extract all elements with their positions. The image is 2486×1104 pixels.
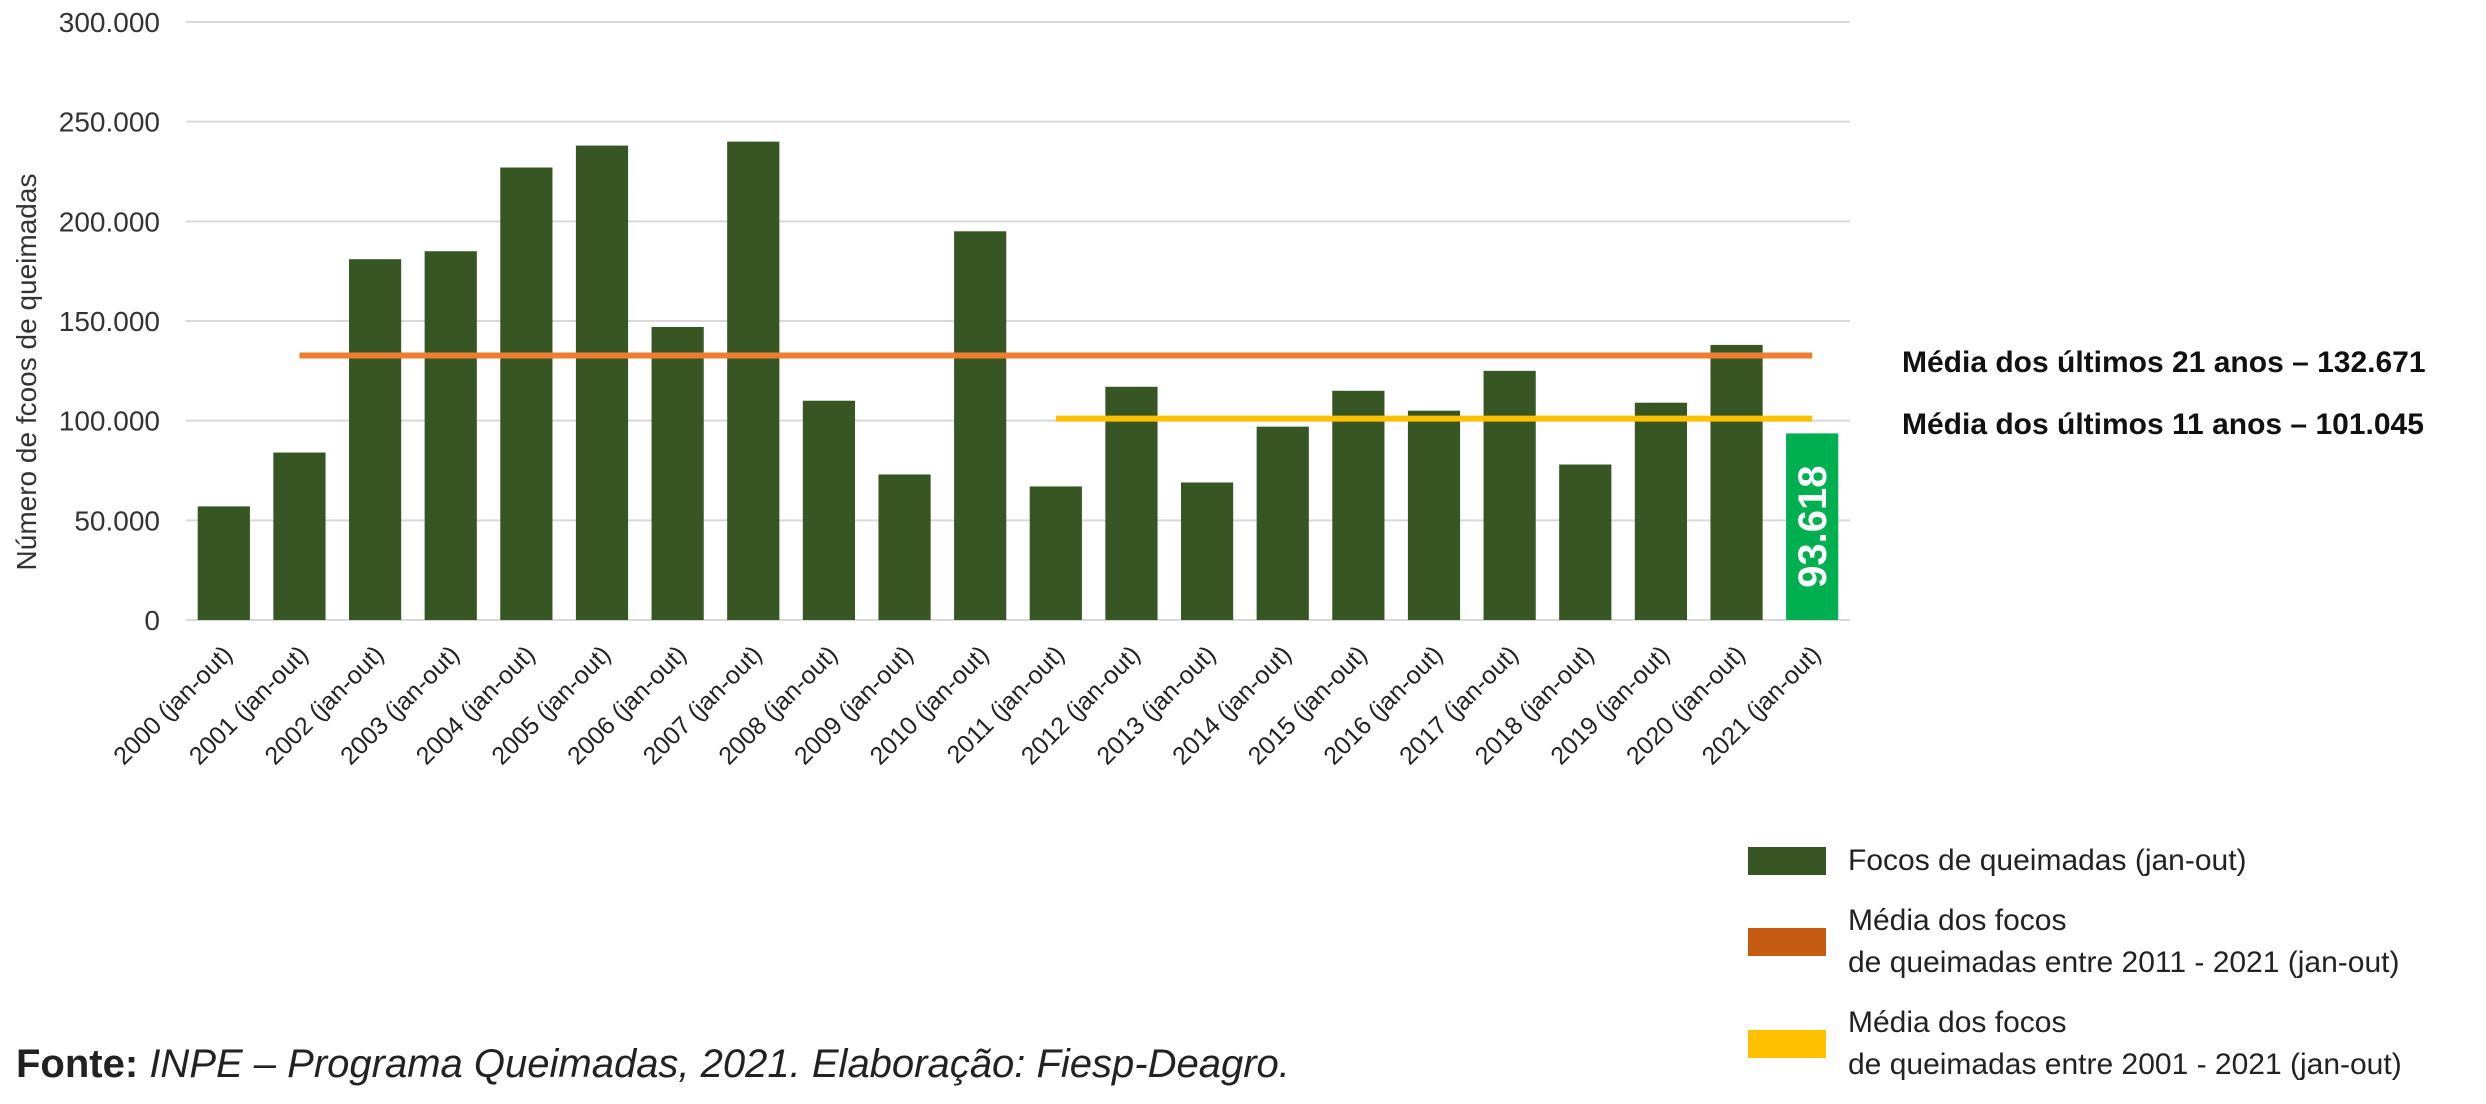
y-tick-label: 200.000 [59,206,160,237]
legend-label: de queimadas entre 2011 - 2021 (jan-out) [1848,946,2400,979]
bar [802,400,856,620]
bar [954,231,1007,621]
legend-swatch-yellow [1748,1030,1826,1058]
bar [197,506,250,620]
bar [727,141,780,620]
bar [651,326,704,620]
legend: Focos de queimadas (jan-out) Média dos f… [1748,840,2486,1104]
bar [575,145,629,620]
legend-swatch-bars [1748,847,1826,875]
bar [1180,482,1234,620]
bar [1634,402,1688,620]
annotation-avg-21-years: Média dos últimos 21 anos – 132.671 [1902,346,2426,379]
y-tick-label: 250.000 [59,107,160,138]
annotation-avg-11-years: Média dos últimos 11 anos – 101.045 [1902,408,2424,441]
legend-label: Média dos focos [1848,1006,2067,1039]
bar-highlight [1786,433,1839,620]
legend-label: Focos de queimadas (jan-out) [1848,844,2247,877]
legend-item-yellow-line: Média dos focos de queimadas entre 2001 … [1748,1002,2486,1086]
y-tick-label: 0 [144,605,160,636]
bar [1256,426,1309,620]
bar [1483,370,1536,620]
bar [1559,464,1612,620]
bar [348,259,402,620]
x-axis-categories: 2000 (jan-out)2001 (jan-out)2002 (jan-ou… [108,640,1826,770]
legend-item-bars: Focos de queimadas (jan-out) [1748,840,2486,882]
bar [273,452,326,620]
y-tick-label: 150.000 [59,306,160,337]
bar [424,251,477,620]
bar [1029,486,1082,620]
bars: 93.618 [197,141,1839,621]
reference-lines [299,352,1813,422]
bar [1407,410,1461,620]
bar [1332,390,1385,620]
bar [500,167,553,620]
source-label: Fonte: [16,1042,139,1086]
source-note: Fonte: INPE – Programa Queimadas, 2021. … [16,1042,1290,1087]
y-axis-ticks: 0 50.000 100.000 150.000 200.000 250.000 300.0… [59,7,160,636]
legend-label: de queimadas entre 2001 - 2021 (jan-out) [1848,1048,2402,1081]
y-tick-label: 300.000 [59,7,160,38]
highlight-value-label: 93.618 [1791,466,1835,588]
bar [878,474,931,620]
y-tick-label: 100.000 [59,406,160,437]
legend-item-orange-line: Média dos focos de queimadas entre 2011 … [1748,900,2486,984]
legend-swatch-orange [1748,928,1826,956]
bar [1710,344,1763,620]
y-tick-label: 50.000 [74,505,160,536]
legend-label: Média dos focos [1848,904,2067,937]
y-axis-label: Número de fcoos de queimadas [11,174,42,571]
bar [1105,386,1158,620]
source-text: INPE – Programa Queimadas, 2021. Elabora… [149,1042,1290,1086]
